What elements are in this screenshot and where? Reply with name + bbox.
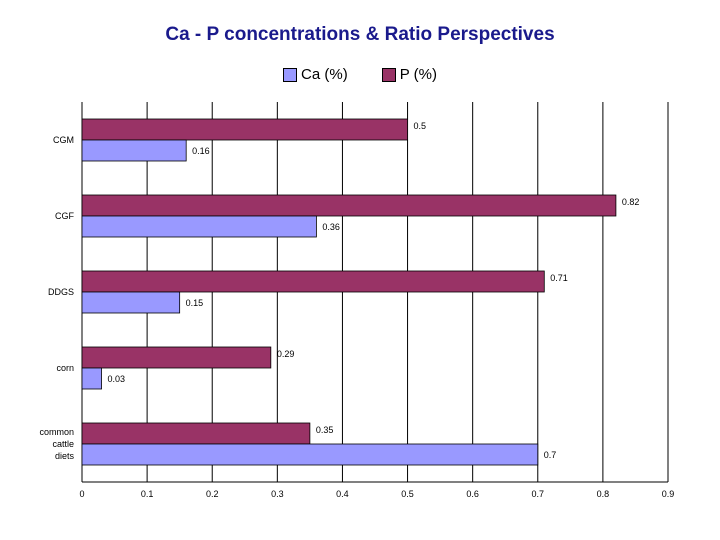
y-category-label: common xyxy=(39,427,74,437)
x-tick-label: 0.8 xyxy=(597,489,610,499)
bar-ca xyxy=(81,443,539,466)
y-category-label: CGF xyxy=(55,211,75,221)
bar-ca xyxy=(81,139,187,162)
bar-p xyxy=(81,270,545,293)
legend-item-p: P (%) xyxy=(381,66,437,83)
y-category-label: corn xyxy=(56,363,74,373)
legend-item-ca: Ca (%) xyxy=(283,66,348,83)
y-category-label: cattle xyxy=(52,439,74,449)
data-label-ca: 0.15 xyxy=(186,298,204,308)
x-tick-label: 0.9 xyxy=(662,489,675,499)
data-label-p: 0.35 xyxy=(316,425,334,435)
x-tick-label: 0 xyxy=(79,489,84,499)
legend-label-p: P (%) xyxy=(399,66,437,83)
x-tick-label: 0.1 xyxy=(141,489,154,499)
bar-ca xyxy=(81,291,181,314)
data-label-p: 0.29 xyxy=(277,349,295,359)
x-tick-label: 0.4 xyxy=(336,489,349,499)
data-label-ca: 0.7 xyxy=(544,450,557,460)
bar-p xyxy=(81,118,408,141)
legend: Ca (%) P (%) xyxy=(0,66,720,83)
bar-ca xyxy=(81,367,102,390)
data-label-ca: 0.36 xyxy=(322,222,340,232)
data-label-p: 0.71 xyxy=(550,273,568,283)
legend-swatch-ca xyxy=(283,67,298,82)
y-category-label: DDGS xyxy=(48,287,74,297)
x-tick-label: 0.5 xyxy=(401,489,414,499)
y-category-label: diets xyxy=(55,451,75,461)
y-category-label: CGM xyxy=(53,135,74,145)
chart-title: Ca - P concentrations & Ratio Perspectiv… xyxy=(165,24,555,45)
x-tick-label: 0.7 xyxy=(532,489,545,499)
bar-p xyxy=(81,346,272,369)
bar-p xyxy=(81,194,617,217)
data-label-p: 0.82 xyxy=(622,197,640,207)
legend-label-ca: Ca (%) xyxy=(301,66,348,83)
bar-p xyxy=(81,422,311,445)
data-label-ca: 0.03 xyxy=(108,374,126,384)
legend-swatch-p xyxy=(381,67,396,82)
x-tick-label: 0.3 xyxy=(271,489,284,499)
x-tick-label: 0.6 xyxy=(466,489,479,499)
data-label-p: 0.5 xyxy=(414,121,427,131)
data-label-ca: 0.16 xyxy=(192,146,210,156)
bar-ca xyxy=(81,215,317,238)
x-tick-label: 0.2 xyxy=(206,489,219,499)
